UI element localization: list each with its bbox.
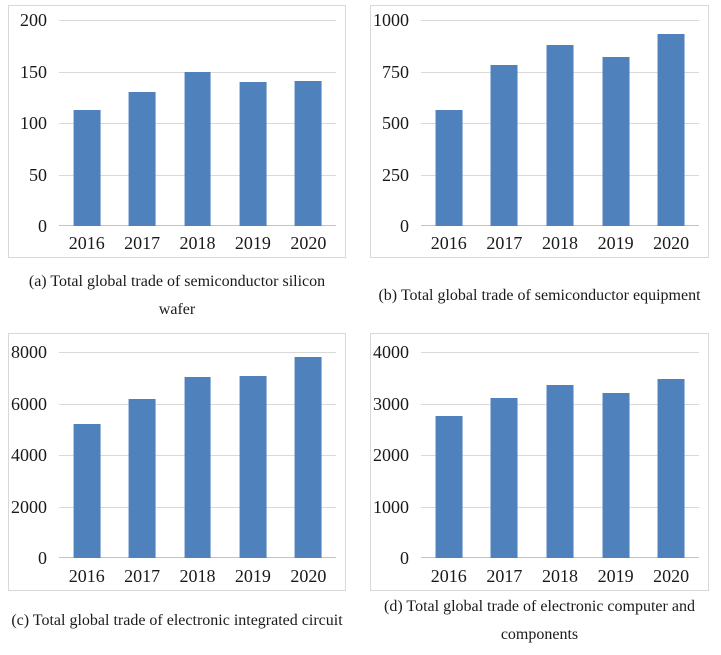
y-tick-label: 0	[400, 548, 409, 568]
y-tick-label: 3000	[373, 393, 409, 414]
caption-line: (c) Total global trade of electronic int…	[11, 612, 343, 629]
x-tick-label: 2017	[486, 233, 523, 253]
x-tick-label: 2016	[430, 233, 467, 253]
chart-c-y-axis: 0 2000 4000 6000 8000	[9, 343, 51, 567]
y-tick-label: 500	[382, 113, 409, 133]
chart-panel-a: 0 50 100 150 200 2016 2017 2018 2019 2020 (a) To…	[8, 5, 346, 333]
x-tick-label: 2016	[68, 233, 105, 253]
bar-2020	[657, 34, 685, 226]
chart-b-y-axis: 0 250 500 750 1000	[371, 11, 413, 235]
chart-b-x-axis: 2016 2017 2018 2019 2020	[421, 228, 699, 257]
chart-b-box: 0 250 500 750 1000 2016 2017 2018 2019 2020	[370, 5, 709, 258]
y-tick-label: 250	[382, 164, 409, 185]
bar-2017	[490, 65, 518, 226]
bar-2020	[294, 357, 322, 558]
bar-2016	[435, 416, 463, 558]
x-tick-label: 2019	[234, 566, 271, 586]
bar-2016	[435, 109, 463, 226]
gridline	[59, 20, 336, 21]
chart-caption-a: (a) Total global trade of semiconductor …	[8, 258, 346, 333]
x-tick-label: 2020	[290, 233, 327, 253]
y-tick-label: 0	[38, 216, 47, 236]
chart-d-box: 0 1000 2000 3000 4000 2016 2017 2018 2019 2020	[370, 333, 709, 591]
bar-2019	[602, 57, 630, 226]
bar-2018	[546, 44, 574, 226]
chart-b-plot-area	[421, 20, 699, 226]
chart-panel-b: 0 250 500 750 1000 2016 2017 2018 2019 2020 (b) …	[370, 5, 709, 333]
y-tick-label: 0	[400, 216, 409, 236]
x-tick-label: 2019	[597, 566, 634, 586]
gridline	[59, 352, 336, 353]
x-tick-label: 2018	[179, 566, 216, 586]
chart-c-plot-area	[59, 352, 336, 558]
x-tick-label: 2019	[597, 233, 634, 253]
chart-caption-c: (c) Total global trade of electronic int…	[8, 591, 346, 651]
y-tick-label: 100	[20, 113, 47, 133]
y-tick-label: 50	[29, 164, 47, 185]
chart-caption-b: (b) Total global trade of semiconductor …	[370, 258, 709, 333]
bar-2016	[73, 109, 101, 226]
x-tick-label: 2018	[179, 233, 216, 253]
bar-2018	[546, 385, 574, 558]
x-tick-label: 2017	[124, 566, 161, 586]
x-tick-label: 2020	[653, 566, 690, 586]
y-tick-label: 1000	[373, 10, 409, 30]
x-tick-label: 2016	[68, 566, 105, 586]
bar-2018	[184, 71, 211, 226]
chart-panel-c: 0 2000 4000 6000 8000 2016 2017 2018 2019 2020 (…	[8, 333, 346, 651]
caption-line: components	[500, 626, 579, 643]
chart-panel-d: 0 1000 2000 3000 4000 2016 2017 2018 2019 2020 (…	[370, 333, 709, 651]
bar-2016	[73, 424, 101, 558]
y-tick-label: 4000	[11, 445, 47, 465]
caption-line: (b) Total global trade of semiconductor …	[378, 286, 701, 304]
bar-2020	[657, 378, 685, 558]
x-tick-label: 2018	[541, 566, 578, 586]
chart-d-plot-area	[421, 352, 699, 558]
y-tick-label: 8000	[11, 342, 47, 362]
x-tick-label: 2017	[124, 233, 161, 253]
x-tick-label: 2020	[653, 233, 690, 253]
caption-line: wafer	[158, 300, 196, 318]
chart-a-x-axis: 2016 2017 2018 2019 2020	[59, 228, 336, 257]
x-tick-label: 2019	[234, 233, 271, 253]
x-tick-label: 2020	[290, 566, 327, 586]
y-tick-label: 2000	[11, 496, 47, 517]
y-tick-label: 2000	[373, 445, 409, 465]
caption-line: (a) Total global trade of semiconductor …	[28, 272, 326, 290]
x-tick-label: 2018	[541, 233, 578, 253]
gridline	[421, 352, 699, 353]
bar-2018	[184, 376, 211, 558]
chart-c-box: 0 2000 4000 6000 8000 2016 2017 2018 2019 2020	[8, 333, 346, 591]
y-tick-label: 750	[382, 61, 409, 82]
caption-line: (d) Total global trade of electronic com…	[384, 598, 695, 615]
x-tick-label: 2016	[430, 566, 467, 586]
y-tick-label: 200	[20, 10, 47, 30]
bar-2019	[239, 376, 267, 558]
chart-a-y-axis: 0 50 100 150 200	[9, 11, 51, 235]
chart-c-x-axis: 2016 2017 2018 2019 2020	[59, 561, 336, 590]
y-tick-label: 4000	[373, 342, 409, 362]
gridline	[421, 20, 699, 21]
chart-a-box: 0 50 100 150 200 2016 2017 2018 2019 2020	[8, 5, 346, 258]
bar-2017	[128, 92, 156, 226]
bar-2019	[239, 81, 267, 226]
bar-2017	[128, 398, 156, 558]
chart-d-x-axis: 2016 2017 2018 2019 2020	[421, 561, 699, 590]
chart-a-plot-area	[59, 20, 336, 226]
y-tick-label: 150	[20, 61, 47, 82]
y-tick-label: 6000	[11, 393, 47, 414]
chart-caption-d: (d) Total global trade of electronic com…	[370, 591, 709, 651]
y-tick-label: 1000	[373, 496, 409, 517]
x-tick-label: 2017	[486, 566, 523, 586]
y-tick-label: 0	[38, 548, 47, 568]
chart-d-y-axis: 0 1000 2000 3000 4000	[371, 343, 413, 567]
bar-2019	[602, 393, 630, 558]
bar-2017	[490, 398, 518, 558]
bar-2020	[294, 80, 322, 226]
